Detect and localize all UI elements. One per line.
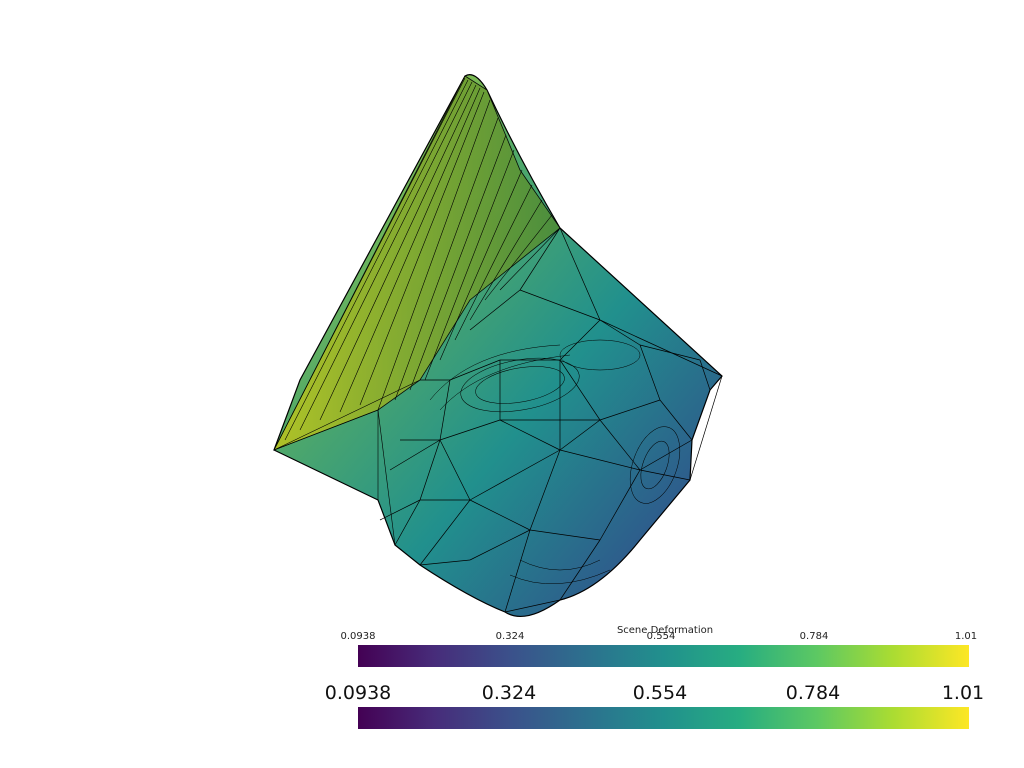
tick-label-large: 0.554 [632,682,688,704]
tick-label-large: 1.01 [941,682,985,704]
deformed-mesh[interactable] [273,74,723,618]
colorbar-small [358,645,969,667]
tick-label: 0.784 [799,631,829,642]
tick-label-large: 0.0938 [324,682,392,704]
mesh-silhouette [273,74,723,618]
mesh-dense-region [429,339,681,585]
colorbar-large [358,707,969,729]
tick-label: 0.324 [495,631,525,642]
tick-label-large: 0.784 [785,682,841,704]
scalar-bar-small [358,645,969,667]
tick-label-large: 0.324 [481,682,537,704]
scalar-bar-large [358,707,969,729]
mesh-fan-lines [273,77,561,546]
tick-label: 1.01 [954,631,978,642]
tick-label: 0.0938 [340,631,376,642]
scalar-bar-title: Scene Deformation [616,625,714,636]
mesh-triangle-edges [379,227,723,613]
tick-label: 0.554 [646,631,676,642]
